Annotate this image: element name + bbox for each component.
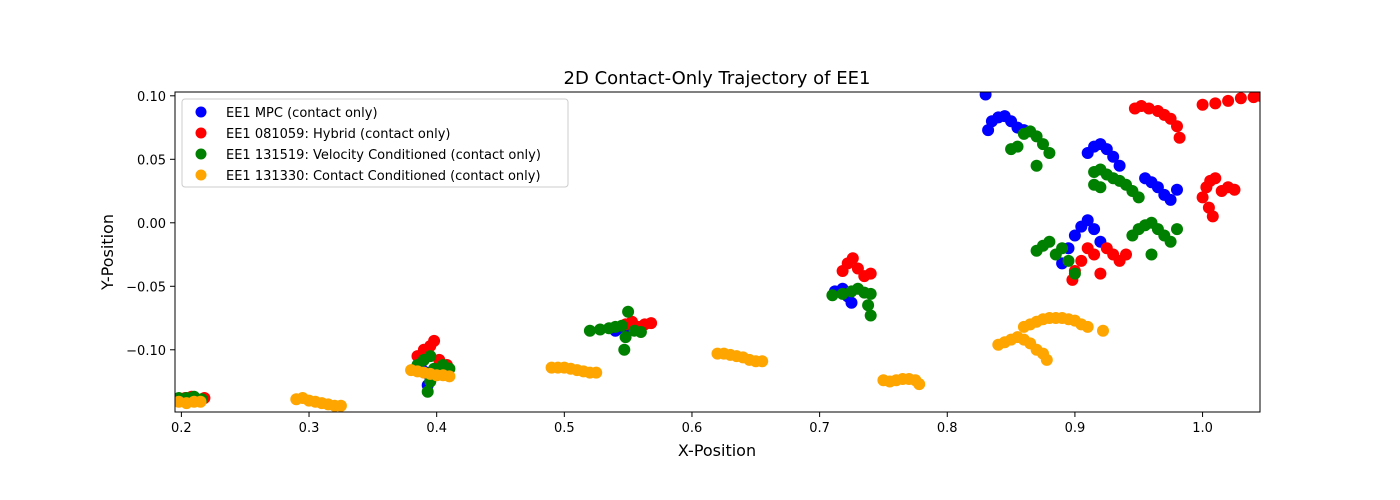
scatter-point xyxy=(1088,223,1101,236)
scatter-point xyxy=(1037,138,1049,151)
y-axis-label: Y-Position xyxy=(98,214,117,291)
scatter-point xyxy=(864,267,877,280)
x-tick-label: 0.6 xyxy=(682,421,703,436)
scatter-point xyxy=(1145,248,1158,261)
scatter-point xyxy=(334,399,347,412)
scatter-point xyxy=(594,323,607,336)
scatter-point xyxy=(1171,120,1183,133)
scatter-point xyxy=(1081,214,1094,227)
y-tick-label: −0.10 xyxy=(126,344,166,359)
y-tick-label: −0.05 xyxy=(126,280,166,295)
scatter-point xyxy=(1043,235,1056,248)
x-tick-label: 1.0 xyxy=(1192,421,1213,436)
y-tick-label: 0.00 xyxy=(137,217,166,232)
legend-label: EE1 131330: Contact Conditioned (contact… xyxy=(226,169,541,184)
scatter-point xyxy=(615,319,628,332)
scatter-point xyxy=(826,289,839,302)
scatter-point xyxy=(443,370,456,383)
scatter-point xyxy=(864,287,877,300)
scatter-point xyxy=(1094,181,1107,194)
x-axis: 0.2 0.3 0.4 0.5 0.6 0.7 0.8 0.9 1.0 xyxy=(171,412,1213,436)
scatter-point xyxy=(1171,223,1183,236)
scatter-point xyxy=(1164,235,1177,248)
scatter-point xyxy=(1107,150,1120,163)
scatter-point xyxy=(1171,183,1183,196)
series-2 xyxy=(179,92,1260,406)
x-tick-label: 0.3 xyxy=(299,421,320,436)
x-tick-label: 0.7 xyxy=(809,421,830,436)
scatter-point xyxy=(619,331,632,344)
scatter-point xyxy=(864,309,877,322)
scatter-point xyxy=(1094,267,1107,280)
scatter-point xyxy=(1164,193,1177,206)
scatter-point xyxy=(645,317,658,330)
scatter-point xyxy=(1228,183,1241,196)
scatter-point xyxy=(1088,248,1101,261)
x-tick-label: 0.9 xyxy=(1065,421,1086,436)
scatter-point xyxy=(1081,320,1094,333)
legend-box xyxy=(181,98,569,188)
legend-marker xyxy=(195,106,207,118)
scatter-point xyxy=(1097,324,1109,337)
scatter-point xyxy=(1222,94,1235,107)
scatter-point xyxy=(583,324,596,337)
scatter-point xyxy=(1206,210,1219,223)
scatter-point xyxy=(428,334,441,347)
scatter-point xyxy=(913,378,926,391)
scatter-point xyxy=(1209,172,1222,185)
scatter-point xyxy=(1196,191,1209,204)
scatter-point xyxy=(1005,143,1018,156)
scatter-point xyxy=(756,355,769,368)
x-axis-label: X-Position xyxy=(678,441,756,460)
scatter-point xyxy=(1196,98,1209,111)
scatter-point xyxy=(979,92,992,101)
legend-marker xyxy=(195,148,207,160)
scatter-point xyxy=(846,252,859,265)
scatter-point xyxy=(421,385,434,398)
scatter-point xyxy=(1075,254,1088,267)
legend-label: EE1 081059: Hybrid (contact only) xyxy=(226,127,450,142)
scatter-point xyxy=(862,299,875,312)
plot-frame xyxy=(174,91,1261,413)
x-tick-label: 0.4 xyxy=(426,421,447,436)
scatter-point xyxy=(1068,267,1081,280)
scatter-point xyxy=(1062,254,1075,267)
scatter-point xyxy=(1030,159,1043,172)
scatter-point xyxy=(1043,147,1056,159)
scatter-point xyxy=(634,326,647,338)
scatter-point xyxy=(1234,92,1247,105)
scatter-point xyxy=(424,350,437,363)
scatter-point xyxy=(1120,248,1132,261)
legend-marker xyxy=(195,127,207,139)
scatter-point xyxy=(1209,97,1222,110)
legend-label: EE1 MPC (contact only) xyxy=(226,106,378,121)
scatter-point xyxy=(590,366,603,379)
scatter-point xyxy=(1173,131,1186,144)
y-tick-label: 0.05 xyxy=(137,153,166,168)
x-tick-label: 0.5 xyxy=(554,421,575,436)
legend: EE1 MPC (contact only) EE1 081059: Hybrid… xyxy=(181,98,569,188)
scatter-point xyxy=(1113,159,1126,172)
scatter-point xyxy=(622,305,635,318)
x-tick-label: 0.8 xyxy=(937,421,958,436)
legend-marker xyxy=(195,169,207,181)
y-tick-label: 0.10 xyxy=(137,90,166,105)
scatter-point xyxy=(194,395,207,408)
scatter-point xyxy=(1040,353,1053,366)
scatter-point xyxy=(1056,242,1069,255)
scatter-point xyxy=(845,296,858,309)
series-4 xyxy=(175,312,1109,412)
plot-marks xyxy=(175,92,1260,412)
x-tick-label: 0.2 xyxy=(171,421,192,436)
y-axis: −0.10 −0.05 0.00 0.05 0.10 xyxy=(126,90,175,359)
scatter-point xyxy=(1254,92,1260,102)
scatter-point xyxy=(1068,229,1081,242)
scatter-point xyxy=(618,343,631,356)
chart-title: 2D Contact-Only Trajectory of EE1 xyxy=(564,68,871,89)
scatter-point xyxy=(1142,102,1155,115)
scatter-point xyxy=(1132,191,1145,204)
legend-label: EE1 131519: Velocity Conditioned (contac… xyxy=(226,148,541,163)
